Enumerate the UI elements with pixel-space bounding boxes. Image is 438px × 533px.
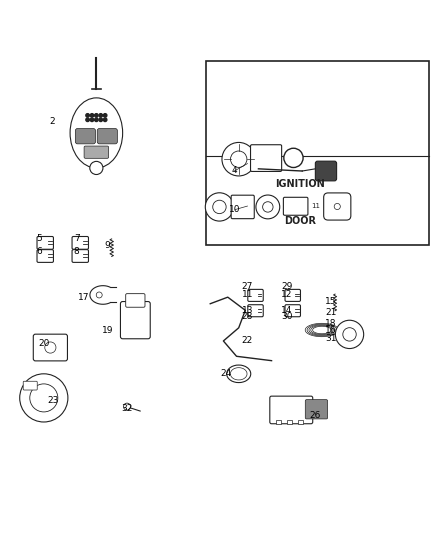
Bar xyxy=(206,61,429,245)
FancyBboxPatch shape xyxy=(37,249,53,262)
Text: 16: 16 xyxy=(325,326,336,335)
Bar xyxy=(276,420,281,424)
Circle shape xyxy=(99,118,102,122)
Circle shape xyxy=(95,118,98,122)
Text: 11: 11 xyxy=(242,290,253,300)
Circle shape xyxy=(90,114,94,117)
FancyBboxPatch shape xyxy=(285,305,300,317)
Text: 6: 6 xyxy=(36,247,42,256)
Circle shape xyxy=(95,114,98,117)
Circle shape xyxy=(213,200,226,214)
Circle shape xyxy=(86,118,89,122)
Circle shape xyxy=(20,374,68,422)
Text: 19: 19 xyxy=(102,326,113,335)
FancyBboxPatch shape xyxy=(305,400,328,419)
Text: 15: 15 xyxy=(325,297,336,306)
Bar xyxy=(287,420,292,424)
Ellipse shape xyxy=(70,98,123,168)
FancyBboxPatch shape xyxy=(231,195,254,219)
Circle shape xyxy=(96,292,102,298)
Circle shape xyxy=(284,148,303,167)
FancyBboxPatch shape xyxy=(285,289,300,301)
Text: 2: 2 xyxy=(50,117,55,126)
Text: 12: 12 xyxy=(281,290,293,300)
Circle shape xyxy=(86,114,89,117)
Circle shape xyxy=(343,328,356,341)
Text: 24: 24 xyxy=(220,369,231,378)
Circle shape xyxy=(334,204,340,209)
Circle shape xyxy=(256,195,280,219)
FancyBboxPatch shape xyxy=(270,396,313,424)
Text: 21: 21 xyxy=(325,308,336,317)
Text: 28: 28 xyxy=(242,312,253,321)
FancyBboxPatch shape xyxy=(33,334,67,361)
Text: 32: 32 xyxy=(121,405,133,414)
FancyBboxPatch shape xyxy=(126,294,145,307)
FancyBboxPatch shape xyxy=(120,302,150,339)
FancyBboxPatch shape xyxy=(37,237,53,249)
Bar xyxy=(298,420,303,424)
Text: 8: 8 xyxy=(74,247,80,256)
Text: 29: 29 xyxy=(281,282,293,290)
FancyBboxPatch shape xyxy=(324,193,351,220)
Text: 13: 13 xyxy=(242,306,253,315)
Circle shape xyxy=(103,114,107,117)
Text: DOOR: DOOR xyxy=(284,216,316,226)
Text: 5: 5 xyxy=(36,233,42,243)
Circle shape xyxy=(336,320,364,349)
Circle shape xyxy=(99,114,102,117)
Text: 22: 22 xyxy=(242,336,253,345)
Circle shape xyxy=(90,118,94,122)
Text: 4: 4 xyxy=(232,166,237,175)
FancyBboxPatch shape xyxy=(72,249,88,262)
Text: 27: 27 xyxy=(242,282,253,290)
Text: 11: 11 xyxy=(311,203,320,209)
Circle shape xyxy=(230,151,247,167)
Circle shape xyxy=(124,403,131,410)
Circle shape xyxy=(103,118,107,122)
FancyBboxPatch shape xyxy=(251,145,282,172)
FancyBboxPatch shape xyxy=(72,237,88,249)
FancyBboxPatch shape xyxy=(75,128,95,144)
Text: 30: 30 xyxy=(281,312,293,321)
Text: 14: 14 xyxy=(281,306,293,315)
Text: 10: 10 xyxy=(229,205,240,214)
Text: IGNITION: IGNITION xyxy=(275,179,325,189)
Circle shape xyxy=(90,161,103,174)
Text: 26: 26 xyxy=(310,411,321,420)
Circle shape xyxy=(222,142,255,176)
FancyBboxPatch shape xyxy=(315,161,336,181)
Text: 31: 31 xyxy=(325,334,336,343)
FancyBboxPatch shape xyxy=(23,381,37,390)
Text: 23: 23 xyxy=(47,395,58,405)
Text: 17: 17 xyxy=(78,293,89,302)
Text: 18: 18 xyxy=(325,319,336,328)
Circle shape xyxy=(45,342,56,353)
Text: 7: 7 xyxy=(74,233,80,243)
Circle shape xyxy=(205,193,233,221)
Circle shape xyxy=(30,384,58,412)
FancyBboxPatch shape xyxy=(248,289,263,301)
Text: 20: 20 xyxy=(38,338,49,348)
Circle shape xyxy=(263,201,273,212)
Text: 9: 9 xyxy=(104,241,110,250)
FancyBboxPatch shape xyxy=(283,197,308,215)
FancyBboxPatch shape xyxy=(248,305,263,317)
FancyBboxPatch shape xyxy=(84,146,109,158)
FancyBboxPatch shape xyxy=(97,128,117,144)
